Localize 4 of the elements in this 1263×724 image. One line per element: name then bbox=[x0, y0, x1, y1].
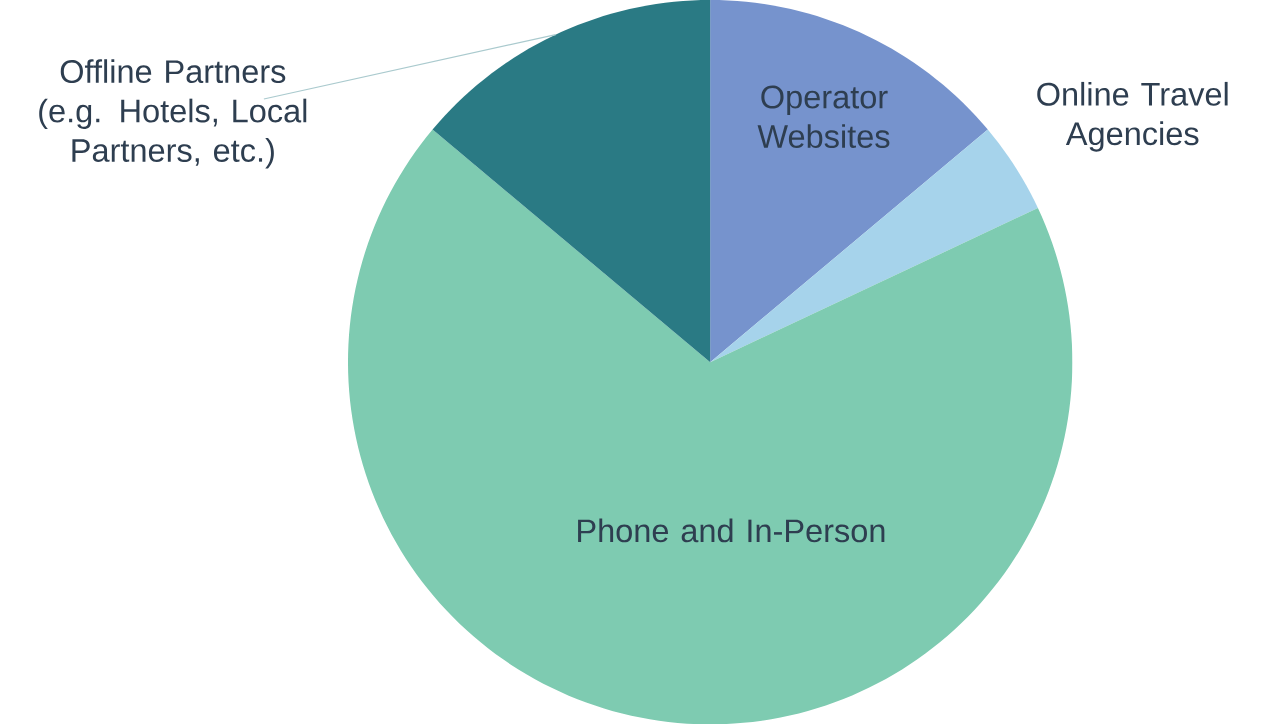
slice-label: Operator Websites bbox=[757, 85, 890, 148]
slice-label: Online Travel Agencies bbox=[1037, 81, 1228, 152]
slice-label: Phone and In-Person bbox=[578, 518, 885, 543]
slice-label: Offline Partners (e.g. Hotels, Local Partners, etc.) bbox=[39, 59, 307, 169]
